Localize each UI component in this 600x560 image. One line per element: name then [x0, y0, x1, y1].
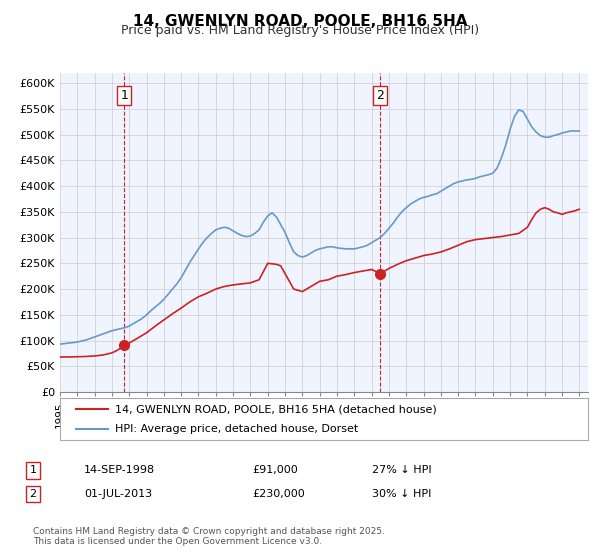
Text: 01-JUL-2013: 01-JUL-2013 — [84, 489, 152, 499]
Text: Price paid vs. HM Land Registry's House Price Index (HPI): Price paid vs. HM Land Registry's House … — [121, 24, 479, 36]
Text: 14, GWENLYN ROAD, POOLE, BH16 5HA: 14, GWENLYN ROAD, POOLE, BH16 5HA — [133, 14, 467, 29]
Text: 27% ↓ HPI: 27% ↓ HPI — [372, 465, 431, 475]
Text: 30% ↓ HPI: 30% ↓ HPI — [372, 489, 431, 499]
Text: £91,000: £91,000 — [252, 465, 298, 475]
Text: 2: 2 — [29, 489, 37, 499]
Text: 1: 1 — [29, 465, 37, 475]
Text: 14-SEP-1998: 14-SEP-1998 — [84, 465, 155, 475]
Text: 2: 2 — [376, 88, 384, 102]
Text: 1: 1 — [120, 88, 128, 102]
Text: 14, GWENLYN ROAD, POOLE, BH16 5HA (detached house): 14, GWENLYN ROAD, POOLE, BH16 5HA (detac… — [115, 404, 437, 414]
Text: £230,000: £230,000 — [252, 489, 305, 499]
Text: HPI: Average price, detached house, Dorset: HPI: Average price, detached house, Dors… — [115, 424, 359, 434]
Text: Contains HM Land Registry data © Crown copyright and database right 2025.
This d: Contains HM Land Registry data © Crown c… — [33, 526, 385, 546]
